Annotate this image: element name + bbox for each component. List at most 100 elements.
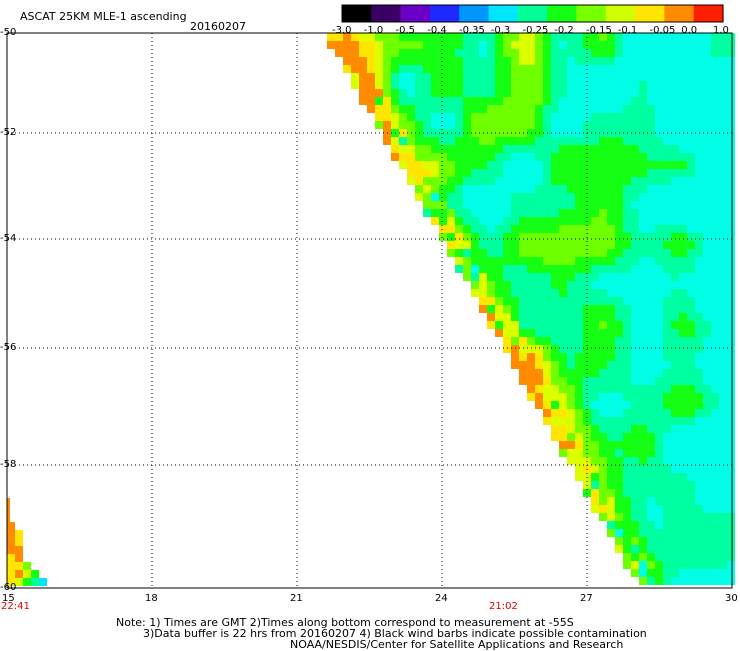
data-cell bbox=[655, 169, 663, 177]
data-cell bbox=[527, 41, 535, 49]
data-cell bbox=[711, 409, 719, 417]
data-cell bbox=[703, 113, 711, 121]
data-cell bbox=[719, 241, 727, 249]
data-cell bbox=[639, 361, 647, 369]
data-cell bbox=[599, 489, 607, 497]
data-cell bbox=[575, 257, 583, 265]
data-cell bbox=[463, 145, 471, 153]
data-cell bbox=[399, 153, 407, 161]
data-cell bbox=[487, 249, 495, 257]
data-cell bbox=[671, 457, 679, 465]
data-cell bbox=[559, 81, 567, 89]
data-cell bbox=[687, 65, 695, 73]
data-cell bbox=[663, 489, 671, 497]
data-cell bbox=[639, 41, 647, 49]
data-cell bbox=[519, 65, 527, 73]
data-cell bbox=[647, 561, 655, 569]
data-cell bbox=[671, 33, 679, 41]
data-cell bbox=[487, 89, 495, 97]
data-cell bbox=[719, 81, 727, 89]
data-cell bbox=[719, 385, 727, 393]
data-cell bbox=[415, 41, 423, 49]
data-cell bbox=[631, 409, 639, 417]
data-cell bbox=[695, 185, 703, 193]
data-cell bbox=[431, 121, 439, 129]
data-cell bbox=[527, 137, 535, 145]
data-cell bbox=[591, 353, 599, 361]
data-cell bbox=[623, 353, 631, 361]
data-cell bbox=[663, 449, 671, 457]
data-cell bbox=[423, 49, 431, 57]
data-cell bbox=[639, 449, 647, 457]
data-cell bbox=[503, 121, 511, 129]
data-cell bbox=[471, 273, 479, 281]
data-cell bbox=[551, 353, 559, 361]
data-cell bbox=[447, 49, 455, 57]
data-cell bbox=[663, 33, 671, 41]
data-cell bbox=[519, 297, 527, 305]
data-cell bbox=[727, 361, 735, 369]
data-cell bbox=[647, 105, 655, 113]
data-cell bbox=[727, 369, 735, 377]
data-cell bbox=[663, 433, 671, 441]
data-cell bbox=[567, 401, 575, 409]
data-cell bbox=[615, 537, 623, 545]
data-cell bbox=[663, 137, 671, 145]
data-cell bbox=[615, 201, 623, 209]
data-cell bbox=[383, 65, 391, 73]
data-cell bbox=[631, 313, 639, 321]
data-cell bbox=[575, 321, 583, 329]
data-cell bbox=[711, 377, 719, 385]
data-cell bbox=[535, 81, 543, 89]
data-cell bbox=[719, 425, 727, 433]
data-cell bbox=[599, 433, 607, 441]
longitude-label: 24 bbox=[435, 593, 448, 604]
data-cell bbox=[639, 73, 647, 81]
data-cell bbox=[647, 345, 655, 353]
data-cell bbox=[471, 97, 479, 105]
data-cell bbox=[695, 441, 703, 449]
data-cell bbox=[527, 321, 535, 329]
data-cell bbox=[719, 97, 727, 105]
data-cell bbox=[519, 337, 527, 345]
data-cell bbox=[607, 257, 615, 265]
data-cell bbox=[455, 145, 463, 153]
data-cell bbox=[343, 57, 351, 65]
data-cell bbox=[447, 97, 455, 105]
data-cell bbox=[447, 33, 455, 41]
data-cell bbox=[455, 121, 463, 129]
data-cell bbox=[695, 169, 703, 177]
data-cell bbox=[423, 193, 431, 201]
data-cell bbox=[679, 225, 687, 233]
data-cell bbox=[695, 369, 703, 377]
data-cell bbox=[655, 201, 663, 209]
data-cell bbox=[711, 505, 719, 513]
data-cell bbox=[431, 89, 439, 97]
data-cell bbox=[711, 529, 719, 537]
data-cell bbox=[591, 161, 599, 169]
data-cell bbox=[543, 89, 551, 97]
data-cell bbox=[647, 513, 655, 521]
data-cell bbox=[527, 65, 535, 73]
data-cell bbox=[703, 545, 711, 553]
data-cell bbox=[655, 409, 663, 417]
data-cell bbox=[599, 377, 607, 385]
data-cell bbox=[623, 113, 631, 121]
data-cell bbox=[7, 514, 10, 522]
data-cell bbox=[615, 105, 623, 113]
data-cell bbox=[623, 73, 631, 81]
data-cell bbox=[607, 369, 615, 377]
data-cell bbox=[511, 121, 519, 129]
data-cell bbox=[599, 57, 607, 65]
data-cell bbox=[551, 137, 559, 145]
data-cell bbox=[375, 65, 383, 73]
data-cell bbox=[607, 513, 615, 521]
data-cell bbox=[615, 393, 623, 401]
data-cell bbox=[535, 217, 543, 225]
data-cell bbox=[575, 441, 583, 449]
data-cell bbox=[527, 121, 535, 129]
data-cell bbox=[607, 209, 615, 217]
data-cell bbox=[535, 185, 543, 193]
data-cell bbox=[519, 105, 527, 113]
data-cell bbox=[727, 297, 735, 305]
